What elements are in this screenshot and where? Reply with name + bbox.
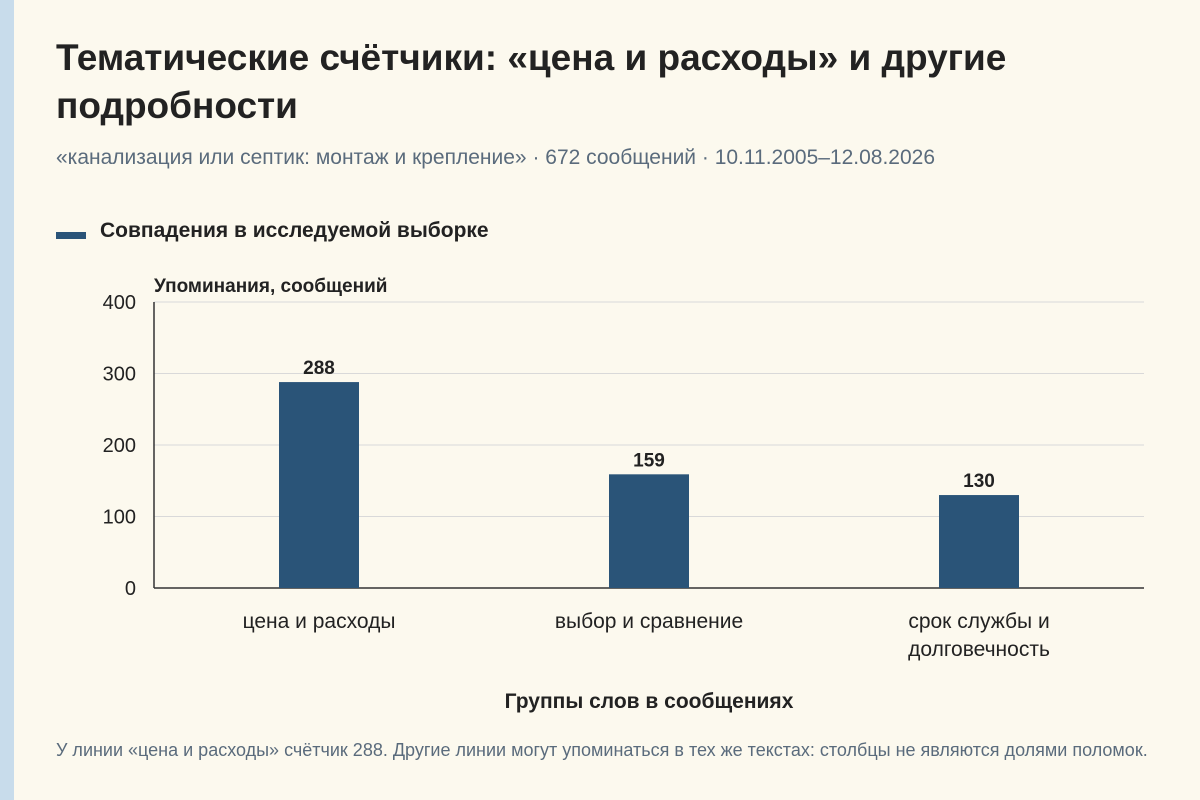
- footnote: У линии «цена и расходы» счётчик 288. Др…: [56, 740, 1148, 760]
- x-category-label: выбор и сравнение: [555, 610, 743, 633]
- bar: [609, 474, 689, 588]
- page-subtitle: «канализация или септик: монтаж и крепле…: [56, 146, 936, 169]
- bar: [279, 382, 359, 588]
- bar-value-label: 130: [963, 471, 995, 492]
- bar-value-label: 159: [633, 450, 665, 471]
- page-title: Тематические счётчики: «цена и расходы» …: [56, 37, 1007, 126]
- y-tick-label: 400: [103, 292, 136, 314]
- x-category-label: цена и расходы: [243, 610, 396, 633]
- legend-label: Совпадения в исследуемой выборке: [100, 219, 489, 242]
- x-category-label: долговечность: [908, 638, 1050, 661]
- y-tick-label: 100: [103, 507, 136, 529]
- legend-swatch: [56, 231, 86, 239]
- x-axis-title: Группы слов в сообщениях: [505, 690, 794, 713]
- x-category-label: срок службы и: [908, 610, 1049, 633]
- bar: [939, 495, 1019, 588]
- accent-stripe: [0, 0, 14, 800]
- y-tick-label: 0: [125, 578, 136, 600]
- y-tick-label: 200: [103, 435, 136, 457]
- y-tick-label: 300: [103, 364, 136, 386]
- y-axis-title: Упоминания, сообщений: [154, 276, 387, 297]
- chart-legend: Совпадения в исследуемой выборке: [56, 219, 489, 243]
- bar-value-label: 288: [303, 358, 335, 379]
